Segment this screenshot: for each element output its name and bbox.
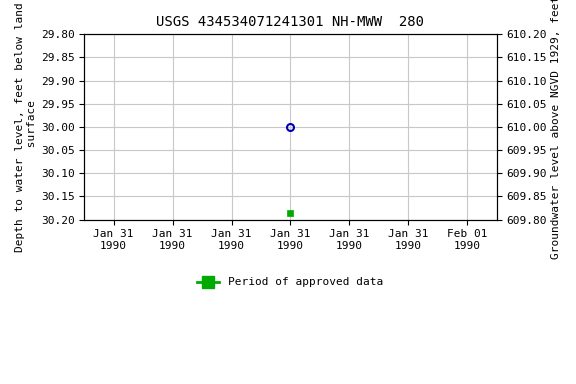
- Y-axis label: Depth to water level, feet below land
 surface: Depth to water level, feet below land su…: [15, 2, 37, 252]
- Title: USGS 434534071241301 NH-MWW  280: USGS 434534071241301 NH-MWW 280: [157, 15, 425, 29]
- Legend: Period of approved data: Period of approved data: [193, 273, 388, 292]
- Y-axis label: Groundwater level above NGVD 1929, feet: Groundwater level above NGVD 1929, feet: [551, 0, 561, 258]
